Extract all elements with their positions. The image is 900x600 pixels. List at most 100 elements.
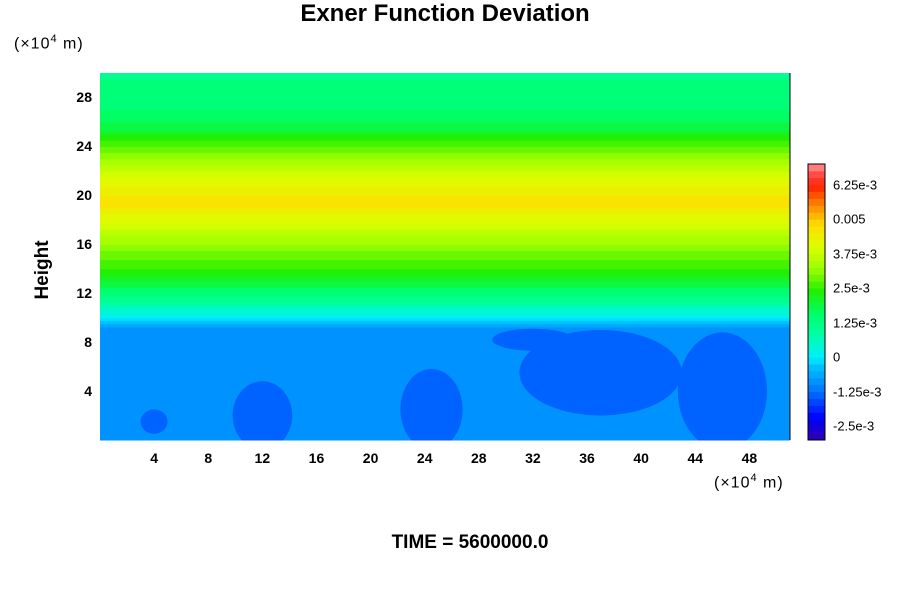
colorbar-tick-label: 6.25e-3 bbox=[833, 177, 878, 193]
field-band bbox=[100, 76, 790, 80]
field-band bbox=[100, 213, 790, 218]
field-band bbox=[100, 207, 790, 212]
colorbar-segment bbox=[808, 164, 825, 172]
colorbar-tick-label: 2.5e-3 bbox=[833, 280, 870, 296]
x-tick-label: 24 bbox=[416, 450, 433, 466]
field-band bbox=[100, 317, 790, 322]
field-band bbox=[100, 216, 790, 221]
field-band bbox=[100, 121, 790, 126]
field-band bbox=[100, 143, 790, 147]
colorbar-segment bbox=[808, 302, 825, 310]
y-tick-label: 28 bbox=[76, 89, 92, 106]
field-band bbox=[100, 195, 790, 199]
field-band bbox=[100, 320, 790, 325]
field-band bbox=[100, 100, 790, 105]
field-band bbox=[100, 225, 790, 230]
field-band bbox=[100, 265, 790, 270]
colorbar-segment bbox=[808, 253, 825, 261]
x-tick-label: 20 bbox=[362, 450, 379, 466]
field-anomaly bbox=[519, 329, 682, 416]
x-tick-label: 44 bbox=[687, 450, 704, 466]
colorbar-segment bbox=[808, 426, 825, 434]
x-tick-label: 16 bbox=[308, 450, 325, 466]
field-band bbox=[100, 326, 790, 331]
field-band bbox=[100, 210, 790, 215]
field-band bbox=[100, 336, 790, 340]
field-anomaly bbox=[232, 381, 293, 450]
colorbar-segment bbox=[808, 412, 825, 420]
x-tick-label: 8 bbox=[204, 450, 213, 466]
field-band bbox=[100, 271, 790, 276]
field-band bbox=[100, 345, 790, 349]
field-band bbox=[100, 128, 790, 132]
plot-bottom-mask bbox=[40, 440, 850, 481]
colorbar-segment bbox=[808, 226, 825, 234]
colorbar-tick-label: 0 bbox=[833, 349, 841, 365]
field-band bbox=[100, 311, 790, 316]
field-band bbox=[100, 73, 790, 77]
field-band bbox=[100, 235, 790, 239]
field-band bbox=[100, 204, 790, 209]
field-band bbox=[100, 164, 790, 169]
field-band bbox=[100, 167, 790, 172]
field-band bbox=[100, 369, 790, 374]
colorbar-segment bbox=[808, 219, 825, 227]
field-band bbox=[100, 308, 790, 313]
field-band bbox=[100, 342, 790, 346]
colorbar-segment bbox=[808, 191, 825, 199]
field-band bbox=[100, 140, 790, 144]
colorbar-segment bbox=[808, 329, 825, 337]
field-band bbox=[100, 192, 790, 196]
field-band bbox=[100, 348, 790, 352]
field-band bbox=[100, 152, 790, 157]
field-band bbox=[100, 85, 790, 89]
colorbar-segment bbox=[808, 377, 825, 386]
field-band bbox=[100, 97, 790, 102]
field-band bbox=[100, 115, 790, 120]
field-band bbox=[100, 94, 790, 99]
field-band bbox=[100, 293, 790, 297]
x-tick-label: 4 bbox=[150, 450, 159, 466]
y-unit-suffix: m) bbox=[57, 35, 84, 53]
field-band bbox=[100, 103, 790, 108]
colorbar-segment bbox=[808, 357, 825, 365]
field-band bbox=[100, 180, 790, 184]
field-band bbox=[100, 134, 790, 138]
field-band bbox=[100, 259, 790, 264]
colorbar-tick-label: 3.75e-3 bbox=[833, 246, 878, 262]
field-band bbox=[100, 158, 790, 163]
field-band bbox=[100, 351, 790, 355]
field-band bbox=[100, 332, 790, 337]
x-tick-label: 36 bbox=[579, 450, 595, 466]
field-band bbox=[100, 339, 790, 343]
field-band bbox=[100, 314, 790, 319]
field-band bbox=[100, 280, 790, 285]
y-tick-label: 12 bbox=[76, 285, 92, 302]
colorbar-tick-label: -1.25e-3 bbox=[833, 384, 882, 400]
colorbar-segment bbox=[808, 267, 825, 275]
colorbar-segment bbox=[808, 295, 825, 303]
field-band bbox=[100, 189, 790, 193]
colorbar-tick-label: 0.005 bbox=[833, 211, 866, 227]
colorbar-segment bbox=[808, 198, 825, 206]
field-band bbox=[100, 299, 790, 303]
x-tick-label: 12 bbox=[254, 450, 271, 466]
field-band bbox=[100, 250, 790, 255]
colorbar-segment bbox=[808, 315, 825, 324]
field-band bbox=[100, 112, 790, 117]
x-unit-exponent: 4 bbox=[750, 472, 758, 484]
y-axis-unit-label: (×104 m) bbox=[14, 33, 84, 53]
field-band bbox=[100, 149, 790, 154]
field-band bbox=[100, 183, 790, 187]
field-band bbox=[100, 262, 790, 267]
x-tick-label: 48 bbox=[741, 450, 758, 466]
colorbar-segment bbox=[808, 433, 825, 441]
field-band bbox=[100, 161, 790, 166]
field-band bbox=[100, 186, 790, 190]
y-tick-label: 4 bbox=[84, 383, 92, 400]
x-unit-suffix: m) bbox=[757, 474, 784, 492]
field-band bbox=[100, 228, 790, 233]
field-band bbox=[100, 323, 790, 328]
colorbar-segment bbox=[808, 308, 825, 317]
field-band bbox=[100, 241, 790, 245]
